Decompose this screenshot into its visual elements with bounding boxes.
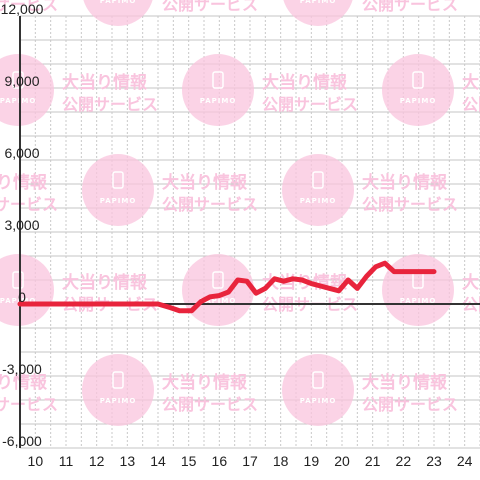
y-tick-label: 6,000: [4, 145, 39, 161]
watermark-logo-text: PAPIMO: [0, 297, 36, 305]
watermark-line2: 公開サービス: [262, 95, 358, 114]
phone-icon: [312, 171, 324, 189]
watermark-line2: 公開サービス: [0, 395, 58, 414]
x-tick-label: 10: [28, 453, 44, 469]
x-tick-label: 23: [426, 453, 442, 469]
x-tick-label: 17: [242, 453, 258, 469]
watermark-line2: 公開サービス: [62, 95, 158, 114]
watermark-logo-circle: [0, 54, 54, 126]
x-tick-label: 14: [150, 453, 166, 469]
y-tick-label: 9,000: [4, 73, 39, 89]
phone-icon: [12, 71, 24, 89]
watermark-line1: 大当り情報: [362, 372, 448, 393]
watermark-logo-text: PAPIMO: [200, 97, 237, 105]
y-tick-label: 3,000: [4, 217, 39, 233]
watermark-line2: 公開サービス: [362, 395, 458, 414]
watermark-line1: 大当り情報: [0, 372, 48, 393]
watermark-logo-text: PAPIMO: [100, 397, 137, 405]
watermark-line2: 公開サービス: [162, 395, 258, 414]
watermark-logo-circle: [82, 154, 154, 226]
watermark-line1: 大当り情報: [362, 172, 448, 193]
watermark-logo-text: PAPIMO: [100, 197, 137, 205]
watermark-line1: 大当り情報: [62, 272, 148, 293]
watermark-line1: 大当り情報: [262, 72, 348, 93]
watermark-logo-circle: [382, 254, 454, 326]
x-tick-label: 21: [365, 453, 381, 469]
watermark-line2: 公開サービス: [462, 95, 480, 114]
watermark-line1: 大当り情報: [462, 72, 480, 93]
watermark-logo-circle: [182, 254, 254, 326]
x-tick-label: 19: [304, 453, 320, 469]
watermark-line1: 大当り情報: [62, 72, 148, 93]
phone-icon: [412, 71, 424, 89]
watermark-logo-circle: [382, 54, 454, 126]
x-tick-label: 13: [120, 453, 136, 469]
y-tick-label: -6,000: [2, 433, 42, 449]
phone-icon: [12, 271, 24, 289]
watermark-line2: 公開サービス: [362, 0, 458, 14]
watermark-logo-text: PAPIMO: [200, 297, 237, 305]
watermark-logo-circle: [283, 0, 353, 26]
watermark-line1: 大当り情報: [162, 372, 248, 393]
watermark-logo-text: PAPIMO: [300, 197, 337, 205]
watermark-logo-circle: [82, 354, 154, 426]
x-tick-label: 18: [273, 453, 289, 469]
x-tick-label: 24: [457, 453, 473, 469]
x-tick-label: 12: [89, 453, 105, 469]
watermark-line2: 公開サービス: [162, 195, 258, 214]
phone-icon: [212, 271, 224, 289]
watermark-line2: 公開サービス: [362, 195, 458, 214]
phone-icon: [312, 371, 324, 389]
watermark-logo-circle: [83, 0, 153, 26]
x-tick-label: 11: [59, 453, 74, 469]
watermark-layer: PAPIMO大当り情報公開サービスPAPIMO大当り情報公開サービスPAPIMO…: [0, 0, 480, 426]
x-tick-label: 20: [334, 453, 350, 469]
phone-icon: [112, 171, 124, 189]
watermark-logo-circle: [282, 154, 354, 226]
x-tick-label: 22: [396, 453, 412, 469]
y-tick-label: 0: [18, 289, 26, 305]
watermark-logo-text: PAPIMO: [0, 97, 36, 105]
x-tick-label: 15: [181, 453, 197, 469]
watermark-line2: 公開サービス: [0, 0, 58, 14]
phone-icon: [112, 371, 124, 389]
x-tick-label: 16: [212, 453, 228, 469]
watermark-logo-text: PAPIMO: [400, 97, 437, 105]
watermark-logo-text: PAPIMO: [400, 297, 437, 305]
series-layer: [17, 260, 437, 314]
watermark-logo-text: PAPIMO: [100, 0, 137, 5]
y-tick-label: 12,000: [1, 1, 44, 17]
watermark-logo-text: PAPIMO: [300, 0, 337, 5]
watermark-line1: 大当り情報: [462, 272, 480, 293]
watermark-logo-text: PAPIMO: [300, 397, 337, 405]
series-line: [17, 260, 437, 314]
watermark-line2: 公開サービス: [162, 0, 258, 14]
phone-icon: [212, 71, 224, 89]
watermark-logo-circle: [282, 354, 354, 426]
watermark-logo-circle: [182, 54, 254, 126]
watermark-line2: 公開サービス: [0, 195, 58, 214]
watermark-logo-circle: [0, 254, 54, 326]
watermark-line1: 大当り情報: [0, 172, 48, 193]
watermark-line1: 大当り情報: [162, 172, 248, 193]
tick-labels: 12,000 9,000 6,000 3,000 0 -3,000 -6,000 10 11 12…: [1, 1, 473, 469]
y-tick-label: -3,000: [2, 361, 42, 377]
